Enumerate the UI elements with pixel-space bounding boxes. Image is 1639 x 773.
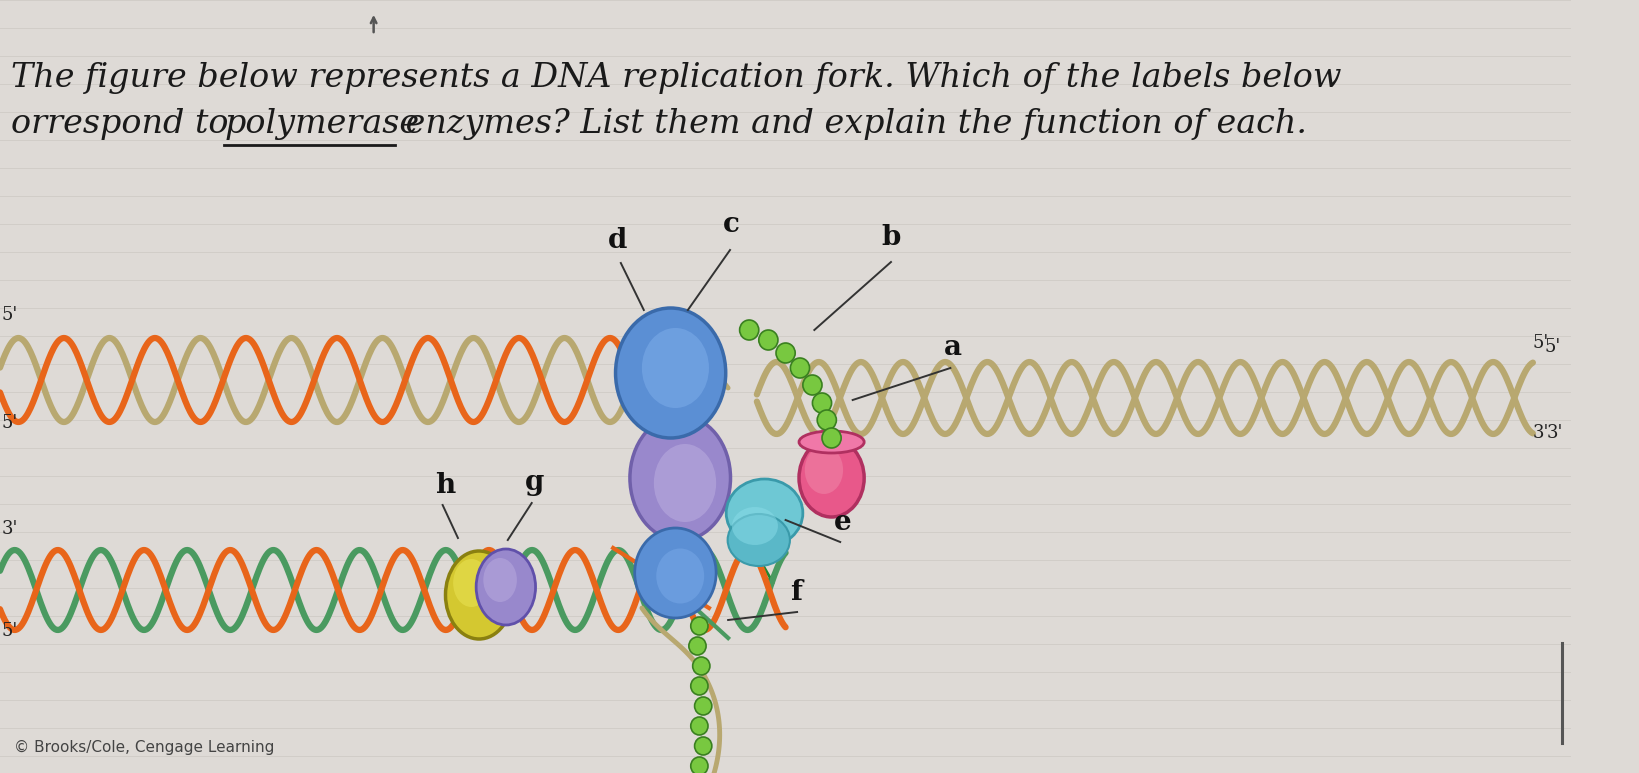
Text: d: d — [608, 227, 628, 254]
Text: enzymes? List them and explain the function of each.: enzymes? List them and explain the funct… — [395, 108, 1306, 140]
Text: The figure below represents a DNA replication fork. Which of the labels below: The figure below represents a DNA replic… — [11, 62, 1341, 94]
Circle shape — [690, 617, 708, 635]
Ellipse shape — [731, 507, 777, 545]
Ellipse shape — [452, 559, 490, 607]
Ellipse shape — [728, 514, 790, 566]
Text: a: a — [942, 334, 960, 361]
Text: 3': 3' — [2, 520, 18, 538]
Circle shape — [739, 320, 759, 340]
Ellipse shape — [641, 328, 708, 408]
Circle shape — [775, 343, 795, 363]
Ellipse shape — [446, 551, 513, 639]
Circle shape — [816, 410, 836, 430]
Circle shape — [690, 677, 708, 695]
Text: b: b — [880, 224, 900, 251]
Circle shape — [688, 637, 706, 655]
Text: f: f — [790, 579, 801, 606]
Circle shape — [821, 428, 841, 448]
Text: 5': 5' — [2, 414, 18, 432]
Ellipse shape — [798, 439, 864, 517]
Ellipse shape — [475, 549, 536, 625]
Circle shape — [803, 375, 821, 395]
Text: 5': 5' — [1544, 338, 1560, 356]
Text: 5': 5' — [2, 622, 18, 640]
Ellipse shape — [656, 549, 703, 604]
Ellipse shape — [484, 558, 516, 602]
Text: orrespond to: orrespond to — [11, 108, 239, 140]
Text: e: e — [833, 509, 851, 536]
Ellipse shape — [805, 446, 842, 494]
Circle shape — [695, 737, 711, 755]
Ellipse shape — [726, 479, 803, 547]
Circle shape — [695, 697, 711, 715]
Circle shape — [690, 717, 708, 735]
Circle shape — [790, 358, 810, 378]
Circle shape — [692, 657, 710, 675]
Text: g: g — [524, 469, 544, 496]
Text: 5': 5' — [2, 306, 18, 324]
Text: 3': 3' — [1532, 424, 1549, 442]
Text: 3': 3' — [1546, 424, 1562, 442]
Text: polymerase: polymerase — [225, 108, 420, 140]
Ellipse shape — [634, 528, 716, 618]
Text: h: h — [434, 472, 456, 499]
Circle shape — [690, 757, 708, 773]
Circle shape — [811, 393, 831, 413]
Ellipse shape — [654, 444, 716, 522]
Ellipse shape — [629, 416, 729, 540]
Circle shape — [759, 330, 777, 350]
Text: 5': 5' — [1532, 334, 1549, 352]
Text: c: c — [723, 211, 739, 238]
Text: © Brooks/Cole, Cengage Learning: © Brooks/Cole, Cengage Learning — [15, 740, 275, 755]
Ellipse shape — [615, 308, 726, 438]
Ellipse shape — [798, 431, 864, 453]
